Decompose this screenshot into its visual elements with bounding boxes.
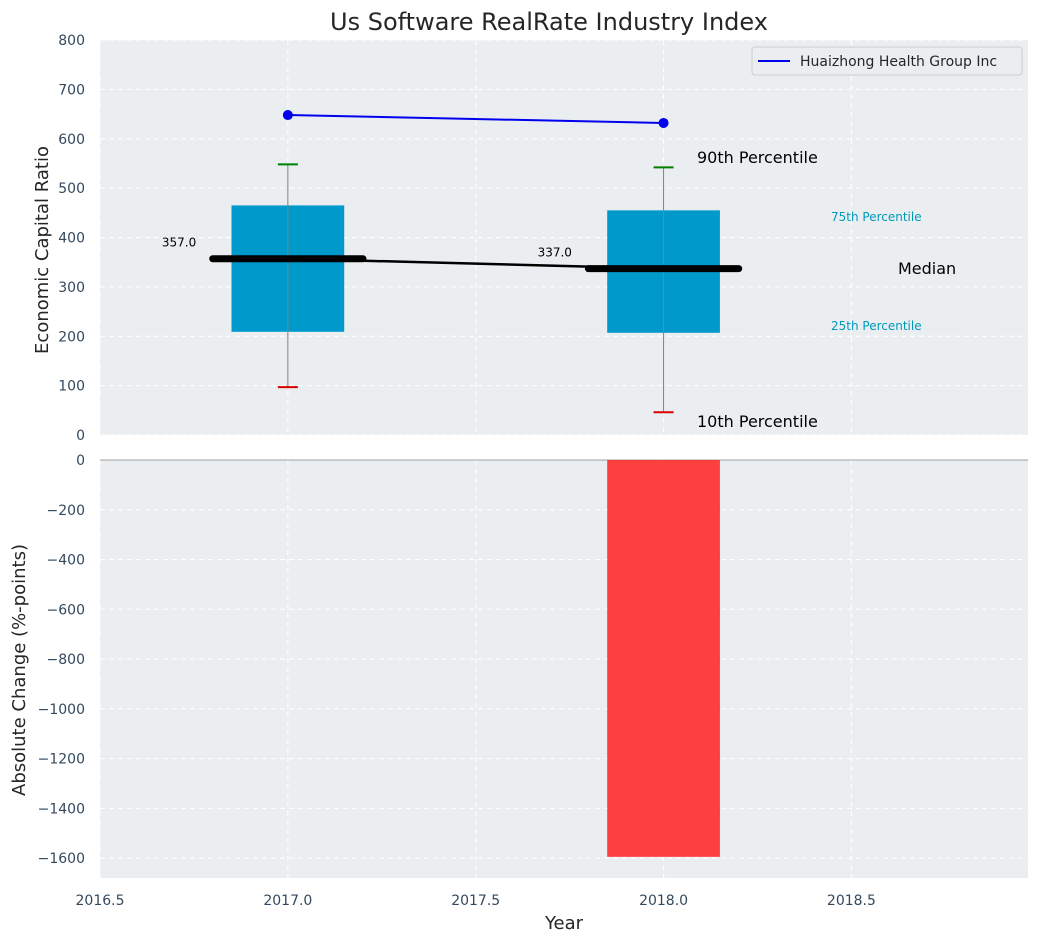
bottom-y-tick-label: −1200	[38, 752, 85, 768]
x-tick-label: 2016.5	[76, 893, 125, 909]
legend: Huaizhong Health Group Inc	[751, 46, 1023, 76]
x-axis-label: Year	[544, 913, 584, 934]
x-tick-label: 2017.0	[263, 893, 312, 909]
x-tick-label: 2018.0	[639, 893, 688, 909]
change-bar	[607, 460, 720, 857]
legend-box	[751, 46, 1023, 76]
p25-annotation: 25th Percentile	[831, 319, 922, 333]
top-y-tick-label: 600	[58, 132, 85, 148]
legend-entry: Huaizhong Health Group Inc	[800, 54, 997, 70]
bottom-plot-area	[100, 460, 1028, 878]
x-tick-label: 2017.5	[451, 893, 500, 909]
bottom-y-tick-label: −400	[47, 553, 85, 569]
p10-annotation: 10th Percentile	[697, 412, 818, 431]
top-y-tick-label: 700	[58, 82, 85, 98]
top-y-tick-label: 200	[58, 329, 85, 345]
bottom-y-tick-label: −800	[47, 652, 85, 668]
median-value-label: 357.0	[162, 236, 196, 250]
top-y-tick-label: 300	[58, 280, 85, 296]
top-panel: 0 100 200 300 400 500 600 700 800 357.0 337.0 90th …	[58, 33, 1028, 444]
bottom-y-tick-label: −600	[47, 602, 85, 618]
bottom-y-tick-label: −1000	[38, 702, 85, 718]
top-y-axis-label: Economic Capital Ratio	[32, 146, 53, 354]
top-y-tick-label: 100	[58, 379, 85, 395]
bottom-y-tick-label: 0	[76, 453, 85, 469]
bottom-y-tick-label: −1600	[38, 851, 85, 867]
bottom-y-tick-label: −1400	[38, 801, 85, 817]
top-y-tick-label: 500	[58, 181, 85, 197]
top-y-tick-label: 0	[76, 428, 85, 444]
chart-title: Us Software RealRate Industry Index	[330, 8, 768, 36]
company-series-point	[658, 117, 669, 128]
top-y-tick-label: 400	[58, 231, 85, 247]
top-y-tick-label: 800	[58, 33, 85, 49]
bottom-y-tick-label: −200	[47, 503, 85, 519]
median-annotation: Median	[898, 259, 956, 278]
p75-annotation: 75th Percentile	[831, 210, 922, 224]
median-value-label: 337.0	[538, 246, 572, 260]
bottom-y-axis-label: Absolute Change (%-points)	[9, 544, 30, 796]
x-tick-label: 2018.5	[827, 893, 876, 909]
company-series-line	[287, 114, 664, 124]
company-series-point	[282, 110, 293, 121]
p90-annotation: 90th Percentile	[697, 148, 818, 167]
bottom-panel: 2016.5 2017.0 2017.5 2018.0 2018.5 0 −200 −400 −…	[38, 453, 1028, 909]
